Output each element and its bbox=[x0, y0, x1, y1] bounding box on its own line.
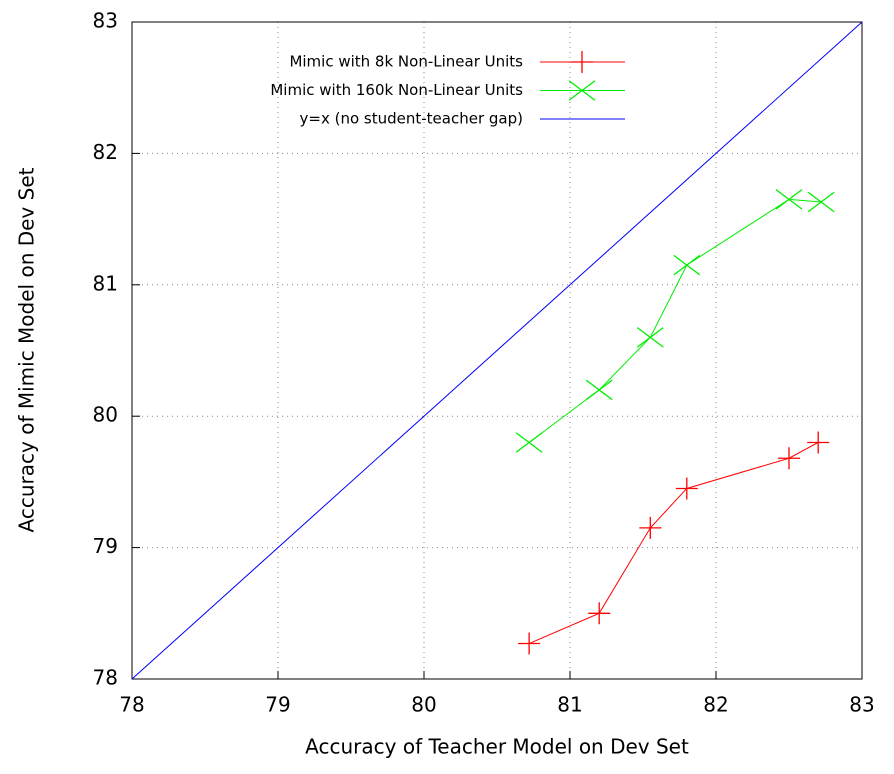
marker bbox=[588, 602, 611, 625]
marker bbox=[518, 632, 541, 655]
plot-frame bbox=[131, 21, 863, 680]
legend-label: Mimic with 8k Non-Linear Units bbox=[289, 53, 523, 71]
series-line bbox=[528, 198, 822, 443]
marker bbox=[807, 191, 835, 213]
marker bbox=[636, 327, 664, 348]
x-axis-label: Accuracy of Teacher Model on Dev Set bbox=[305, 735, 689, 759]
y-tick-label: 82 bbox=[93, 140, 118, 164]
legend-label: y=x (no student-teacher gap) bbox=[300, 110, 523, 128]
x-tick-label: 81 bbox=[557, 693, 582, 717]
marker bbox=[585, 379, 613, 401]
marker bbox=[639, 516, 662, 539]
y-tick-label: 78 bbox=[93, 666, 118, 690]
y-tick-label: 81 bbox=[93, 271, 118, 295]
marker bbox=[568, 80, 596, 101]
y-axis-label: Accuracy of Mimic Model on Dev Set bbox=[15, 167, 39, 532]
marker bbox=[675, 477, 698, 500]
x-tick-label: 83 bbox=[849, 693, 874, 717]
x-tick-label: 78 bbox=[119, 693, 144, 717]
x-tick-label: 79 bbox=[265, 693, 290, 717]
y-tick-label: 80 bbox=[93, 403, 118, 427]
marker bbox=[571, 51, 593, 73]
y-tick-label: 79 bbox=[93, 534, 118, 558]
marker bbox=[515, 432, 543, 453]
series-line bbox=[528, 442, 819, 644]
marker bbox=[778, 447, 800, 470]
x-tick-label: 82 bbox=[703, 693, 728, 717]
marker bbox=[673, 254, 701, 276]
legend-label: Mimic with 160k Non-Linear Units bbox=[270, 81, 523, 99]
marker bbox=[807, 431, 830, 454]
x-tick-label: 80 bbox=[411, 693, 436, 717]
y-tick-label: 83 bbox=[93, 9, 118, 33]
series-line bbox=[131, 21, 863, 680]
marker bbox=[775, 189, 803, 210]
